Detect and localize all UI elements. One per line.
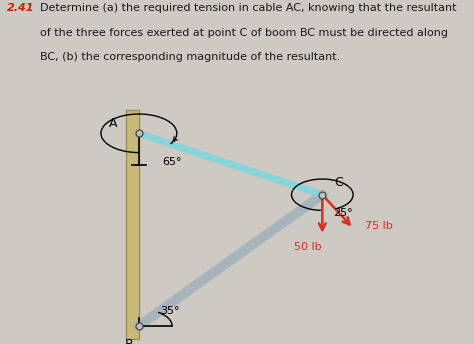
Text: of the three forces exerted at point C of boom BC must be directed along: of the three forces exerted at point C o… [40,28,448,37]
Text: 2.41: 2.41 [7,3,35,13]
Text: BC, (b) the corresponding magnitude of the resultant.: BC, (b) the corresponding magnitude of t… [40,52,340,62]
Text: A: A [109,117,118,130]
Text: 65°: 65° [163,158,182,168]
Text: 35°: 35° [160,306,180,316]
Text: C: C [334,176,343,189]
Text: 25°: 25° [333,208,352,218]
Text: Determine (a) the required tension in cable AC, knowing that the resultant: Determine (a) the required tension in ca… [40,3,457,13]
Text: 75 lb: 75 lb [365,221,393,231]
Text: 50 lb: 50 lb [294,242,322,252]
Text: B: B [125,338,134,344]
Bar [126,110,139,339]
